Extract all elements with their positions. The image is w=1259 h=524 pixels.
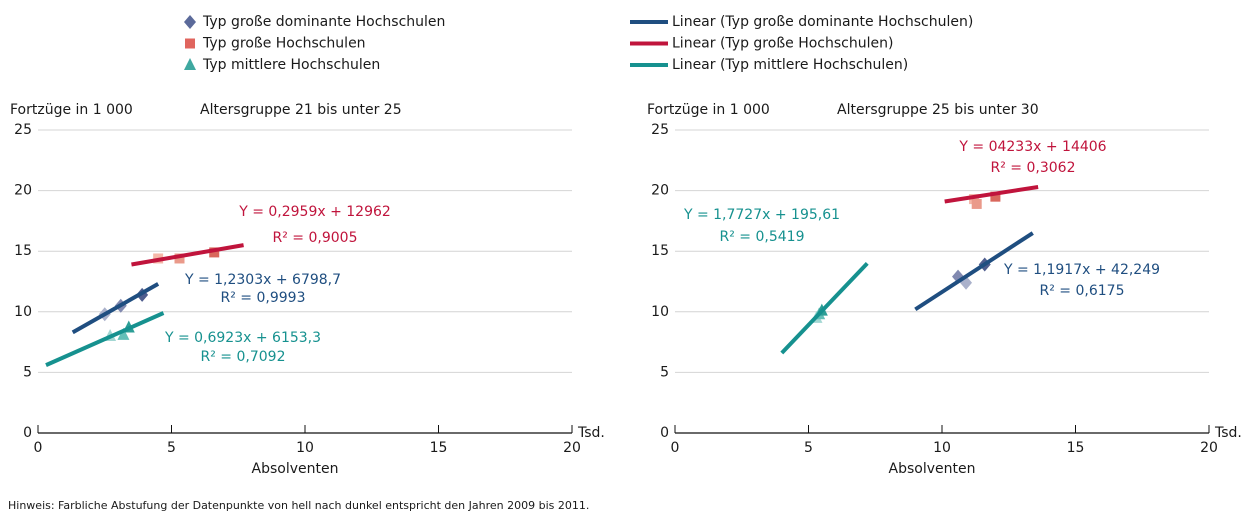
x-unit: Tsd.	[577, 425, 605, 441]
y-tick-label: 25	[651, 122, 669, 138]
point-triangle	[117, 327, 130, 340]
legend-marker	[184, 58, 196, 70]
x-tick-label: 15	[430, 440, 448, 456]
y-tick-label: 10	[14, 304, 32, 320]
legend-marker	[185, 38, 195, 49]
x-tick-label: 20	[563, 440, 581, 456]
trendline	[45, 311, 165, 367]
legend-label: Typ mittlere Hochschulen	[202, 57, 380, 73]
legend-label: Typ große dominante Hochschulen	[202, 14, 445, 30]
x-tick-label: 15	[1067, 440, 1085, 456]
y-tick-label: 5	[660, 364, 669, 380]
x-axis-label: Absolventen	[889, 461, 976, 477]
x-tick-label: 20	[1200, 440, 1218, 456]
note: Hinweis: Farbliche Abstufung der Datenpu…	[8, 499, 589, 512]
y-tick-label: 15	[14, 243, 32, 259]
trendline	[131, 243, 244, 267]
legend-marker	[184, 15, 196, 29]
y-tick-label: 15	[651, 243, 669, 259]
y-tick-label: 20	[651, 183, 669, 199]
x-unit: Tsd.	[1214, 425, 1242, 441]
legend-label: Linear (Typ mittlere Hochschulen)	[672, 57, 908, 73]
annotation: Y = 1,1917x + 42,249	[1003, 262, 1160, 278]
point-square	[971, 198, 982, 209]
point-square	[990, 191, 1001, 202]
x-tick-label: 0	[671, 440, 680, 456]
y-tick-label: 25	[14, 122, 32, 138]
y-tick-label: 20	[14, 183, 32, 199]
annotation: R² = 0,6175	[1040, 283, 1125, 299]
x-tick-label: 10	[296, 440, 314, 456]
annotation: R² = 0,9005	[273, 230, 358, 246]
y-axis-label: Fortzüge in 1 000	[647, 102, 770, 118]
annotation: Y = 1,7727x + 195,61	[683, 207, 840, 223]
annotation: Y = 1,2303x + 6798,7	[184, 272, 341, 288]
trendline	[780, 261, 869, 355]
trendline	[71, 282, 160, 335]
subtitle: Altersgruppe 25 bis unter 30	[837, 102, 1039, 118]
legend-label: Linear (Typ große Hochschulen)	[672, 36, 893, 52]
point-square	[209, 247, 220, 258]
legend-label: Typ große Hochschulen	[202, 36, 366, 52]
y-tick-label: 0	[660, 425, 669, 441]
annotation: Y = 0,2959x + 12962	[238, 204, 391, 220]
x-tick-label: 10	[933, 440, 951, 456]
annotation: R² = 0,9993	[221, 290, 306, 306]
annotation: Y = 0,6923x + 6153,3	[164, 330, 321, 346]
annotation: Y = 04233x + 14406	[958, 139, 1106, 155]
x-tick-label: 5	[167, 440, 176, 456]
trendline	[914, 231, 1034, 312]
point-square	[174, 253, 185, 264]
y-tick-label: 10	[651, 304, 669, 320]
annotation: R² = 0,5419	[720, 229, 805, 245]
trendline	[944, 184, 1039, 204]
y-tick-label: 5	[23, 364, 32, 380]
y-axis-label: Fortzüge in 1 000	[10, 102, 133, 118]
x-tick-label: 0	[34, 440, 43, 456]
legend-label: Linear (Typ große dominante Hochschulen)	[672, 14, 973, 30]
x-axis-label: Absolventen	[252, 461, 339, 477]
subtitle: Altersgruppe 21 bis unter 25	[200, 102, 402, 118]
annotation: R² = 0,7092	[201, 349, 286, 365]
y-tick-label: 0	[23, 425, 32, 441]
x-tick-label: 5	[804, 440, 813, 456]
annotation: R² = 0,3062	[991, 160, 1076, 176]
